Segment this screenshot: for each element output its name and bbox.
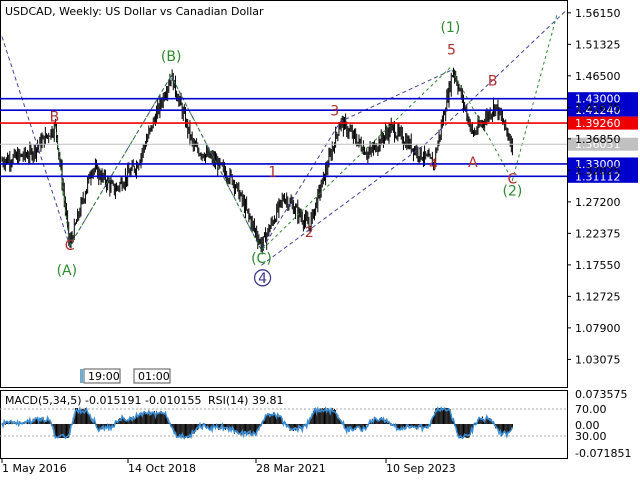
rsi-tick-label: 70.00 — [575, 403, 607, 416]
wave-label: C — [65, 238, 75, 254]
wave-label: B — [488, 74, 498, 90]
rsi-label: RSI(14) 39.81 — [208, 394, 283, 407]
chart-title: USDCAD, Weekly: US Dollar vs Canadian Do… — [5, 5, 264, 18]
wave-label: 4 — [429, 157, 438, 173]
price-axis: 1.56150 1.51325 1.46500 1.41675 1.36850 1.320… — [567, 7, 621, 367]
wave-label: (A) — [57, 263, 78, 279]
time-button-1-label: 19:00 — [88, 370, 120, 383]
macd-tick-label: 0.073575 — [575, 388, 628, 401]
price-tick-label: 1.12725 — [575, 290, 621, 303]
time-button-1[interactable]: 19:00 — [80, 369, 120, 383]
wave-label: 5 — [447, 42, 456, 58]
price-tick-label: 1.27200 — [575, 196, 621, 209]
price-tick-label: 1.36850 — [575, 133, 621, 146]
price-tick-label: 1.03075 — [575, 353, 621, 366]
price-tick-label: 1.07900 — [575, 322, 621, 335]
time-axis: 1 May 2016 14 Oct 2018 28 Mar 2021 10 Sep 2… — [2, 459, 456, 475]
price-tick-label: 1.32025 — [575, 164, 621, 177]
price-tick-label: 1.51325 — [575, 38, 621, 51]
macd-tick-label: -0.071851 — [575, 447, 631, 460]
price-tick-label: 1.46500 — [575, 70, 621, 83]
wave-label: 1 — [268, 164, 277, 180]
wave-label: 4 — [258, 271, 267, 287]
wave-label: (1) — [440, 20, 460, 36]
time-tick-label: 28 Mar 2021 — [256, 462, 326, 475]
price-tick-label: 1.22375 — [575, 227, 621, 240]
price-tick-label: 1.41675 — [575, 101, 621, 114]
wave-label: (2) — [502, 183, 522, 199]
wave-label: B — [50, 110, 60, 126]
price-tick-label: 1.17550 — [575, 259, 621, 272]
price-tick-label: 1.56150 — [575, 7, 621, 20]
wave-label: (B) — [161, 49, 182, 65]
rsi-tick-label: 30.00 — [575, 430, 607, 443]
macd-label: MACD(5,34,5) -0.015191 -0.010155 — [5, 394, 201, 407]
time-tick-label: 14 Oct 2018 — [128, 462, 196, 475]
wave-label: (C) — [251, 251, 272, 267]
wave-label: 3 — [330, 104, 339, 120]
level-label: 1.39260 — [575, 117, 621, 130]
time-button-2-label: 01:00 — [138, 370, 170, 383]
time-tick-label: 1 May 2016 — [2, 462, 67, 475]
time-tick-label: 10 Sep 2023 — [386, 462, 456, 475]
time-button-2[interactable]: 01:00 — [134, 369, 170, 383]
wave-label: 2 — [305, 225, 314, 241]
wave-label: A — [468, 155, 478, 171]
